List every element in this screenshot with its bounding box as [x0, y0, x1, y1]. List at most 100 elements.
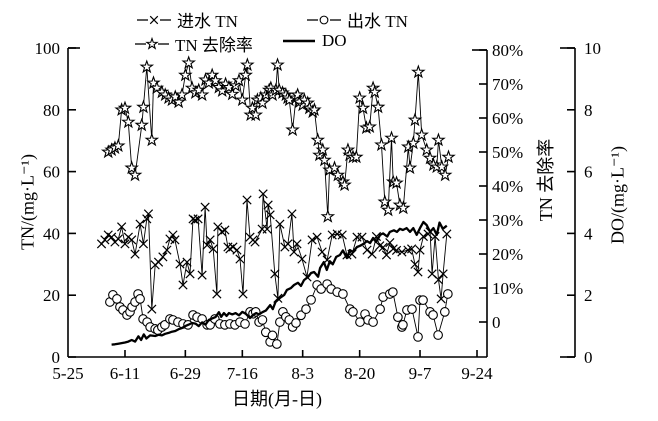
- tick-label: 20%: [492, 245, 523, 264]
- star-marker: [245, 100, 260, 115]
- star-marker: [110, 138, 126, 153]
- star-marker: [144, 132, 160, 147]
- x-marker: [220, 225, 230, 235]
- legend-label: 出水 TN: [347, 12, 408, 31]
- legend-label: 进水 TN: [177, 12, 238, 31]
- x-marker: [228, 242, 238, 252]
- x-marker: [410, 259, 420, 269]
- tick-label: 0: [584, 348, 593, 367]
- circle-marker: [240, 319, 250, 329]
- x-marker: [263, 200, 273, 210]
- tick-label: 100: [35, 39, 61, 58]
- x-marker: [362, 245, 372, 255]
- circle-marker: [393, 312, 403, 322]
- x-marker: [407, 244, 417, 254]
- legend-label: TN 去除率: [175, 36, 253, 55]
- series-effluent-tn: [105, 279, 453, 349]
- circle-marker: [135, 294, 145, 304]
- x-marker: [413, 267, 423, 277]
- star-marker: [270, 57, 285, 72]
- x-marker: [208, 244, 218, 254]
- legend-item-tn-removal: TN 去除率: [134, 31, 253, 56]
- x-marker: [197, 270, 207, 280]
- star-marker: [389, 175, 404, 190]
- star-marker: [414, 127, 429, 142]
- star-marker: [422, 150, 438, 165]
- star-marker: [407, 112, 423, 127]
- x-marker: [250, 237, 260, 247]
- tick-label: 7-16: [227, 364, 258, 383]
- star-marker: [117, 100, 133, 115]
- star-marker: [374, 137, 389, 152]
- series-line: [111, 220, 448, 346]
- x-marker: [182, 257, 192, 267]
- star-marker: [121, 114, 136, 129]
- circle-marker: [306, 294, 316, 305]
- x-marker: [168, 230, 178, 240]
- star-marker: [290, 87, 305, 102]
- legend-label: DO: [322, 31, 347, 50]
- x-marker: [117, 222, 127, 232]
- tick-label: 0: [52, 348, 61, 367]
- star-marker: [327, 160, 342, 175]
- circle-marker: [296, 310, 306, 321]
- x-marker: [433, 275, 444, 285]
- series-influent-tn: [96, 189, 452, 314]
- circle-marker: [407, 304, 417, 314]
- star-marker: [139, 59, 155, 74]
- x-marker: [113, 234, 123, 244]
- legend-item-influent-tn: 进水 TN: [136, 7, 238, 32]
- x-marker: [190, 215, 200, 225]
- x-marker: [158, 252, 168, 262]
- x-marker: [235, 254, 245, 264]
- star-marker: [395, 200, 411, 215]
- circle-marker: [348, 307, 358, 317]
- x-axis-label: 日期(月-日): [232, 389, 322, 409]
- x-marker: [337, 230, 347, 240]
- star-marker: [307, 102, 322, 117]
- star-marker: [124, 160, 139, 175]
- circle-marker: [375, 304, 385, 314]
- x-marker: [162, 245, 172, 255]
- x-marker: [213, 222, 223, 232]
- legend-item-effluent-tn: 出水 TN: [306, 7, 408, 32]
- x-marker: [307, 235, 317, 245]
- x-marker: [378, 242, 388, 252]
- line-marker-icon: [283, 39, 315, 43]
- star-marker: [248, 107, 264, 122]
- series-do: [111, 220, 448, 346]
- star-marker: [235, 92, 250, 107]
- star-marker: [171, 94, 186, 109]
- tick-label: 8-3: [291, 364, 314, 383]
- circle-marker: [257, 315, 268, 325]
- x-marker: [283, 239, 293, 249]
- star-marker-icon: [135, 36, 169, 50]
- star-marker: [178, 67, 193, 82]
- star-marker: [224, 86, 240, 101]
- star-marker: [411, 64, 426, 79]
- x-marker: [292, 239, 302, 249]
- y-axis-left-label: TN/(mg·L⁻¹): [17, 154, 38, 250]
- tick-label: 0: [492, 313, 501, 332]
- x-marker: [287, 209, 297, 219]
- tick-label: 60: [43, 163, 60, 182]
- y-axis-removal-label: TN 去除率: [536, 138, 556, 222]
- star-marker: [174, 87, 190, 102]
- star-marker: [136, 99, 151, 114]
- circle-marker: [275, 317, 285, 327]
- tick-label: 2: [584, 286, 593, 305]
- x-marker: [170, 235, 180, 245]
- x-marker: [415, 245, 425, 255]
- x-marker: [242, 195, 252, 205]
- circle-marker: [291, 318, 301, 328]
- x-marker: [142, 214, 152, 224]
- tick-label: 10%: [492, 279, 523, 298]
- x-marker: [212, 289, 222, 299]
- x-marker: [357, 232, 367, 242]
- x-marker: [258, 189, 268, 199]
- star-marker: [255, 95, 270, 110]
- tick-label: 9-7: [409, 364, 432, 383]
- x-marker: [147, 304, 157, 314]
- circle-marker: [355, 317, 365, 327]
